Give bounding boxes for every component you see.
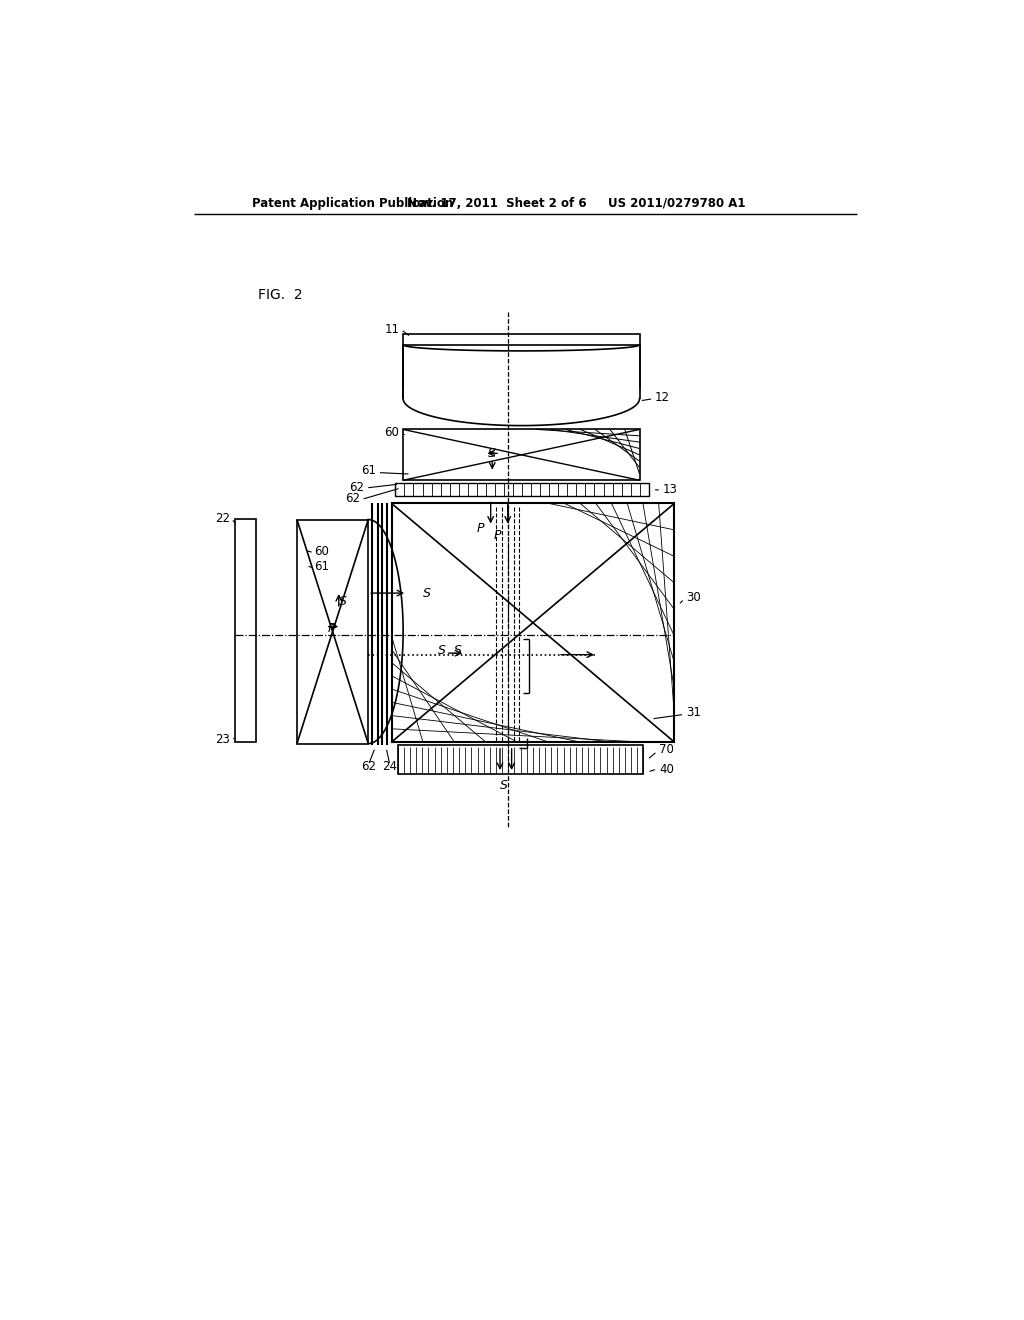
Text: S: S — [500, 779, 508, 792]
Text: Patent Application Publication: Patent Application Publication — [252, 197, 454, 210]
Text: S: S — [423, 586, 430, 599]
Text: 60: 60 — [384, 426, 399, 440]
Text: P: P — [477, 521, 484, 535]
Text: 40: 40 — [658, 763, 674, 776]
Text: 60: 60 — [314, 545, 329, 557]
Text: Nov. 17, 2011  Sheet 2 of 6: Nov. 17, 2011 Sheet 2 of 6 — [407, 197, 587, 210]
Text: 62: 62 — [360, 760, 376, 774]
Text: S: S — [438, 644, 445, 657]
Text: S: S — [454, 644, 462, 657]
Text: 61: 61 — [314, 560, 329, 573]
Bar — [297, 520, 369, 743]
Bar — [234, 519, 256, 742]
Text: 22: 22 — [215, 512, 230, 525]
Text: P: P — [494, 529, 502, 543]
Text: 62: 62 — [345, 492, 360, 506]
Text: S: S — [339, 594, 347, 607]
Text: US 2011/0279780 A1: US 2011/0279780 A1 — [608, 197, 746, 210]
Bar — [391, 503, 675, 742]
Text: FIG.  2: FIG. 2 — [258, 289, 303, 302]
Text: S: S — [488, 446, 497, 459]
Text: P: P — [328, 622, 336, 635]
Text: 24: 24 — [382, 760, 397, 774]
Bar — [397, 744, 643, 775]
Text: 31: 31 — [686, 706, 700, 719]
Text: 12: 12 — [655, 391, 670, 404]
Text: 61: 61 — [361, 463, 376, 477]
Text: 23: 23 — [215, 733, 230, 746]
Text: 70: 70 — [658, 743, 674, 756]
Text: 62: 62 — [349, 482, 365, 495]
Text: 30: 30 — [686, 591, 700, 603]
Bar — [403, 429, 640, 480]
Bar — [403, 334, 640, 345]
Text: 11: 11 — [384, 323, 399, 335]
Text: 13: 13 — [663, 483, 678, 496]
Bar — [395, 483, 649, 496]
